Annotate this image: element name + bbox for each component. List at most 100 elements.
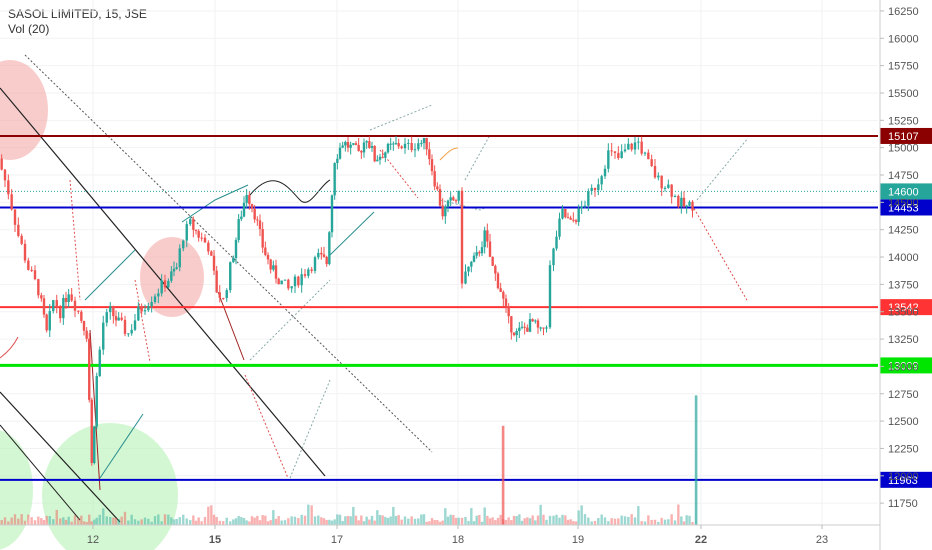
volume-bar <box>310 505 313 525</box>
volume-bar <box>48 516 51 525</box>
volume-bar <box>185 518 188 525</box>
trendline-black[interactable] <box>0 391 121 523</box>
volume-bar <box>657 521 660 525</box>
annotation-circle-green[interactable] <box>0 430 33 550</box>
candle-body <box>663 187 667 189</box>
volume-bar <box>120 516 123 525</box>
candle-body <box>237 219 240 240</box>
candle-body <box>82 320 86 331</box>
volume-bar <box>378 515 382 525</box>
volume-bar <box>670 514 673 525</box>
annotation-circle-pink[interactable] <box>0 60 48 160</box>
candle-body <box>569 217 572 220</box>
volume-bar <box>613 518 617 525</box>
price-tag <box>880 471 932 488</box>
volume-bar <box>564 515 567 525</box>
projection-arrow-red[interactable] <box>244 374 289 479</box>
candle-body <box>613 151 617 153</box>
volume-bar <box>150 521 153 525</box>
projection-arrow-orange[interactable] <box>439 147 459 161</box>
projection-arrow[interactable] <box>369 104 433 131</box>
candle-body <box>365 141 368 143</box>
volume-bar <box>13 514 17 525</box>
projection-arrow[interactable] <box>439 199 488 211</box>
projection-arrow-solid[interactable] <box>99 413 144 479</box>
volume-bar <box>457 517 460 525</box>
volume-bar <box>504 519 508 525</box>
candle-body <box>341 145 344 148</box>
projection-arrow[interactable] <box>696 137 749 201</box>
volume-bar <box>222 521 225 525</box>
trendline-black[interactable] <box>0 424 81 521</box>
volume-bar <box>192 515 195 525</box>
candle-body <box>491 256 494 266</box>
projection-arrow-solid[interactable] <box>84 249 136 301</box>
candle-body <box>23 243 27 261</box>
candle-body <box>381 156 384 158</box>
projection-arrow[interactable] <box>464 134 491 181</box>
volume-bar <box>225 517 228 525</box>
projection-arrow[interactable] <box>249 279 331 361</box>
candle-body <box>561 208 564 219</box>
volume-bar <box>617 518 620 525</box>
candle-body <box>373 146 376 162</box>
projection-arrow-darkred[interactable] <box>217 291 245 361</box>
projection-arrow-red[interactable] <box>69 179 81 301</box>
volume-bar <box>290 516 293 525</box>
volume-bar <box>67 516 70 525</box>
projection-arrow-red[interactable] <box>691 204 749 303</box>
candle-body <box>266 254 270 260</box>
candle-body <box>430 159 434 172</box>
candle-body <box>486 230 489 242</box>
volume-bar <box>210 505 213 525</box>
volume-bar <box>218 520 221 525</box>
projection-arrow-darkred[interactable] <box>89 329 101 491</box>
volume-bar <box>102 508 105 525</box>
volume-bar <box>480 521 484 525</box>
y-tick-label: 14000 <box>888 252 919 264</box>
volume-bar <box>346 515 350 525</box>
volume-bar <box>85 521 88 525</box>
candle-body <box>248 195 251 204</box>
volume-bar <box>433 520 436 525</box>
projection-arrow-red[interactable] <box>0 336 19 359</box>
volume-bar <box>207 506 210 525</box>
volume-bar <box>545 519 548 525</box>
projection-arrow-solid[interactable] <box>329 211 375 256</box>
x-tick-label: 15 <box>209 534 221 546</box>
volume-bar <box>341 521 344 525</box>
trendline-dotted[interactable] <box>24 54 433 453</box>
candle-body <box>425 137 428 150</box>
volume-bar <box>483 507 486 525</box>
projection-arrow-red[interactable] <box>134 279 151 363</box>
volume-indicator-label[interactable]: Vol (20) <box>8 22 50 36</box>
volume-bar <box>590 521 593 525</box>
candle-body <box>167 280 170 288</box>
candle-body <box>452 197 455 201</box>
candle-body <box>17 224 20 236</box>
candle-body <box>389 143 392 145</box>
volume-bar <box>587 517 590 525</box>
projection-curve[interactable] <box>249 179 331 203</box>
volume-bar <box>325 519 328 525</box>
volume-bar <box>313 516 317 525</box>
volume-bar <box>362 521 366 525</box>
candle-body <box>478 252 481 254</box>
candle-body <box>194 229 198 231</box>
candle-body <box>660 175 663 189</box>
projection-arrow-solid[interactable] <box>181 184 249 223</box>
annotation-circle-green[interactable] <box>42 423 178 550</box>
candle-body <box>313 257 317 271</box>
candle-body <box>300 274 303 286</box>
volume-bar <box>577 510 580 525</box>
candle-body <box>526 327 529 332</box>
volume-bar <box>643 521 647 525</box>
candle-body <box>449 197 452 201</box>
volume-bar <box>460 517 464 525</box>
projection-arrow[interactable] <box>289 379 331 479</box>
candle-body <box>338 147 342 159</box>
y-tick-label: 12250 <box>888 443 919 455</box>
candle-body <box>685 205 688 207</box>
candle-body <box>633 142 637 150</box>
